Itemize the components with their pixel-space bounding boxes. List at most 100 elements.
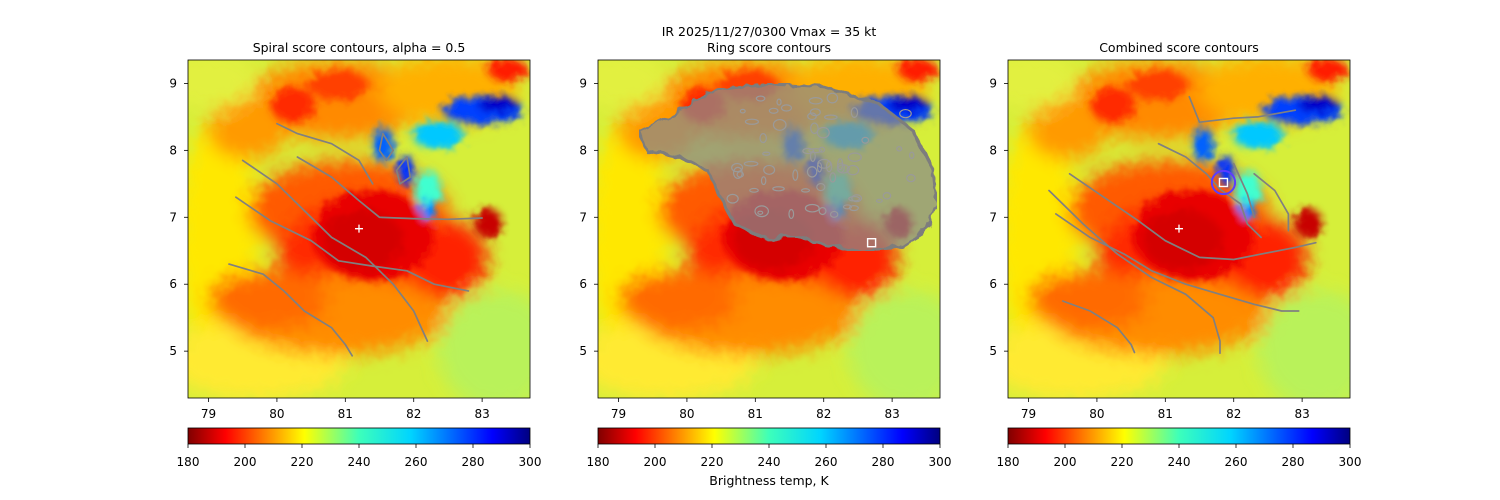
ring-contour: [800, 188, 811, 193]
ring-contour: [908, 151, 915, 159]
ring-contour: [848, 195, 861, 202]
x-tick-label: 80: [1089, 407, 1104, 421]
x-tick-label: 79: [1021, 407, 1036, 421]
score-contour: [241, 159, 429, 342]
panel-title: Spiral score contours, alpha = 0.5: [253, 40, 466, 55]
max-score-circle: [1210, 169, 1237, 196]
ring-contour: [768, 107, 779, 114]
ring-contour: [726, 193, 739, 204]
score-contour: [1068, 172, 1317, 261]
score-contour: [1061, 300, 1136, 354]
axis-ticks: 79 80 81 82 83 5 6 7 8 9: [169, 76, 489, 421]
ring-contour: [772, 186, 785, 192]
ring-contour: [818, 206, 827, 216]
score-contour: [1048, 189, 1221, 355]
ring-contour: [851, 194, 863, 203]
y-tick-label: 8: [169, 143, 177, 157]
ring-contour: [739, 108, 746, 114]
y-tick-label: 6: [579, 277, 587, 291]
x-tick-label: 80: [679, 407, 694, 421]
y-tick-label: 6: [989, 277, 997, 291]
ring-contour: [759, 133, 767, 144]
ring-contour: [804, 203, 820, 213]
colorbar-gradient: [597, 427, 941, 445]
ring-contour: [809, 108, 821, 117]
ring-contour: [807, 112, 817, 121]
panel-title: Ring score contours: [707, 40, 831, 55]
colorbar-tick-label: 280: [1282, 455, 1305, 469]
ring-contour: [818, 146, 826, 153]
colorbar: 180 200 220 240 260 280 300: [997, 427, 1362, 469]
ring-contour: [896, 146, 903, 152]
ring-contour: [772, 118, 787, 131]
x-tick-label: 82: [816, 407, 831, 421]
ring-contour: [850, 107, 859, 118]
score-contour: [1232, 162, 1256, 219]
panel-title: Combined score contours: [1099, 40, 1259, 55]
colorbar-gradient: [187, 427, 531, 445]
colorbar-tick-label: 200: [1054, 455, 1077, 469]
colorbar-tick-label: 200: [234, 455, 257, 469]
y-tick-label: 5: [989, 344, 997, 358]
axis-ticks: 79 80 81 82 83 5 6 7 8 9: [579, 76, 899, 421]
y-tick-label: 9: [579, 76, 587, 90]
ring-contour: [842, 204, 853, 210]
ring-contour: [899, 108, 912, 119]
ring-contour: [829, 210, 839, 218]
ring-contour: [780, 104, 793, 112]
ring-contour: [808, 148, 823, 154]
axes-frame: [187, 59, 531, 399]
ring-contour: [806, 166, 818, 178]
score-contour: [1253, 172, 1290, 232]
ring-contour: [837, 158, 844, 171]
score-contour: [378, 132, 395, 162]
x-tick-label: 79: [611, 407, 626, 421]
y-tick-label: 7: [169, 210, 177, 224]
colorbar-label: Brightness temp, K: [709, 473, 829, 488]
ring-contour: [732, 166, 743, 179]
axes-frame: [597, 59, 941, 399]
ring-contour: [816, 182, 826, 192]
colorbar-tick-label: 180: [177, 455, 200, 469]
ring-contour: [837, 164, 850, 174]
y-tick-label: 8: [989, 143, 997, 157]
axes-frame: [1007, 59, 1351, 399]
ring-contour: [754, 205, 770, 218]
ring-contour: [763, 164, 776, 175]
x-tick-label: 79: [201, 407, 216, 421]
score-contour: [395, 156, 412, 185]
center-plus-marker: [355, 224, 363, 233]
y-tick-label: 6: [169, 277, 177, 291]
ring-score-region: [637, 81, 939, 253]
panel-spiral: Spiral score contours, alpha = 0.5 79 80…: [169, 40, 541, 469]
panel-combined: Combined score contours 79 80 81 82 83 5…: [978, 40, 1378, 469]
x-tick-label: 81: [338, 407, 353, 421]
score-contour: [235, 196, 470, 292]
ring-contour: [760, 176, 767, 186]
colorbar-tick-label: 300: [1339, 455, 1362, 469]
score-contour: [1188, 95, 1297, 124]
colorbar-tick-label: 180: [587, 455, 610, 469]
ir-image: [978, 50, 1378, 410]
ring-contour: [792, 169, 799, 181]
x-tick-label: 83: [884, 407, 899, 421]
ring-contour: [776, 98, 782, 106]
marker-layer: [355, 224, 363, 233]
score-contour: [1055, 213, 1300, 312]
ring-contour: [744, 118, 760, 125]
axis-ticks: 79 80 81 82 83 5 6 7 8 9: [989, 76, 1309, 421]
colorbar-tick-label: 260: [1225, 455, 1248, 469]
ring-contour: [808, 97, 823, 105]
ring-contour: [829, 172, 837, 183]
ring-contour: [755, 95, 766, 102]
ring-contour: [757, 210, 764, 215]
colorbar: 180 200 220 240 260 280 300 Brightness t…: [587, 427, 951, 488]
best-center-square-marker: [1218, 177, 1229, 188]
colorbar-tick-label: 240: [1168, 455, 1191, 469]
ring-contour: [802, 147, 815, 155]
x-tick-label: 80: [269, 407, 284, 421]
colorbar-tick-label: 280: [462, 455, 485, 469]
ring-contour: [846, 164, 860, 176]
ring-contour: [824, 114, 838, 120]
contour-layer: [1048, 95, 1317, 355]
